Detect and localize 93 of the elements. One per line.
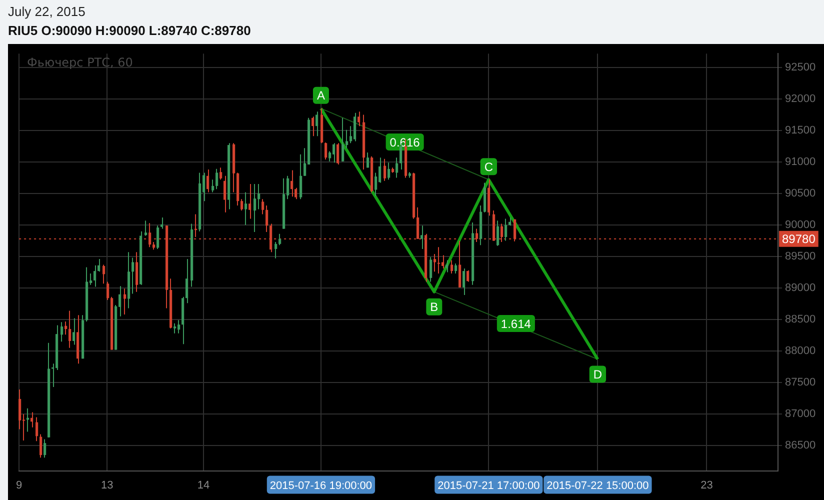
candlestick (462, 268, 466, 296)
candlestick (442, 254, 444, 269)
candlestick (72, 318, 76, 346)
candlestick (458, 240, 462, 288)
text: July 22, 2015 (8, 3, 86, 21)
candlestick (244, 192, 248, 226)
candlestick (312, 116, 314, 137)
y-tick-label: 91000 (785, 156, 816, 168)
candlestick (484, 182, 486, 213)
y-tick-label: 86500 (785, 440, 816, 452)
candlestick (248, 184, 252, 220)
y-tick-label: 88500 (785, 314, 816, 326)
candlestick (124, 288, 126, 316)
chart-title: RIU5 O:90090 H:90090 L:89740 C:89780 (8, 22, 251, 40)
candlestick (504, 218, 508, 242)
x-tick-label: 2015-07-22 15:00:00 (546, 480, 649, 492)
x-tick-label: 2015-07-21 17:00:00 (438, 480, 540, 492)
candlestick (212, 179, 214, 193)
data-label: D (593, 368, 602, 382)
candlestick (278, 233, 282, 246)
y-tick-label: 92000 (785, 93, 816, 106)
candlestick (40, 434, 42, 458)
candlestick (300, 154, 302, 200)
candlestick (148, 222, 152, 248)
candlestick (290, 170, 294, 198)
candlestick (366, 152, 370, 168)
candlestick (336, 142, 340, 166)
candlestick (174, 322, 176, 334)
candlestick (262, 198, 264, 215)
y-tick-label: 91500 (785, 124, 816, 137)
candlestick (496, 220, 500, 246)
candlestick (254, 184, 256, 232)
candlestick (342, 117, 344, 162)
candlestick (102, 264, 106, 284)
y-tick-label: 88000 (785, 345, 816, 358)
y-tick-label: 87000 (785, 408, 816, 420)
candlestick (324, 142, 328, 160)
y-tick-label: 89000 (785, 282, 816, 294)
candlestick (144, 220, 148, 236)
candlestick (258, 184, 260, 210)
candlestick (178, 320, 180, 334)
y-tick-label: 87500 (785, 376, 816, 389)
candlestick (224, 175, 226, 213)
y-tick-label: 89500 (785, 250, 816, 263)
candlestick (316, 111, 318, 137)
annotation: 1.614 (500, 316, 532, 331)
chart-subtitle: Фьючерс РТС, 60 (27, 56, 133, 70)
x-tick-label: 9 (16, 479, 22, 492)
candlestick (18, 389, 22, 430)
x-tick-label: 23 (700, 479, 713, 492)
data-label: B (430, 300, 438, 314)
candlestick (332, 142, 336, 164)
candlestick (156, 225, 160, 250)
candlestick (136, 252, 138, 292)
data-label: C (484, 160, 494, 174)
x-tick-label: 2015-07-16 19:00:00 (270, 480, 372, 492)
y-tick-label: 90000 (785, 219, 816, 232)
candlestick (94, 264, 96, 288)
candlestick (132, 257, 134, 294)
candlestick (106, 281, 110, 301)
candlestick (450, 260, 454, 274)
candlestick (26, 408, 30, 432)
candlestick (358, 111, 360, 127)
candlestick (388, 162, 390, 180)
candlestick (60, 322, 64, 342)
y-tick-label: 90500 (785, 188, 816, 200)
candlestick (446, 260, 448, 273)
candlestick (266, 204, 268, 232)
candlestick (160, 216, 164, 230)
candlestick (220, 167, 222, 180)
candlestick (438, 246, 440, 274)
ref-line-label: 89780 (782, 232, 816, 246)
candlestick (44, 438, 46, 458)
candlestick (64, 320, 68, 336)
candlestick (354, 112, 356, 142)
candlestick (216, 168, 218, 190)
candlestick (466, 270, 470, 282)
candlestick (454, 262, 458, 274)
x-tick-label: 13 (100, 479, 114, 492)
candlestick (68, 310, 72, 348)
x-tick-label: 14 (197, 479, 210, 492)
candlestick (274, 242, 278, 259)
y-tick-label: 92500 (785, 61, 816, 74)
candlestick (240, 198, 244, 212)
data-label: A (316, 88, 325, 103)
candlestick (434, 254, 436, 272)
candlestick (420, 225, 424, 250)
candlestick (396, 157, 398, 178)
candlestick (430, 256, 432, 282)
candlestick (384, 158, 386, 182)
candlestick (206, 169, 210, 193)
candlestick (30, 412, 34, 428)
candlestick (36, 416, 38, 442)
